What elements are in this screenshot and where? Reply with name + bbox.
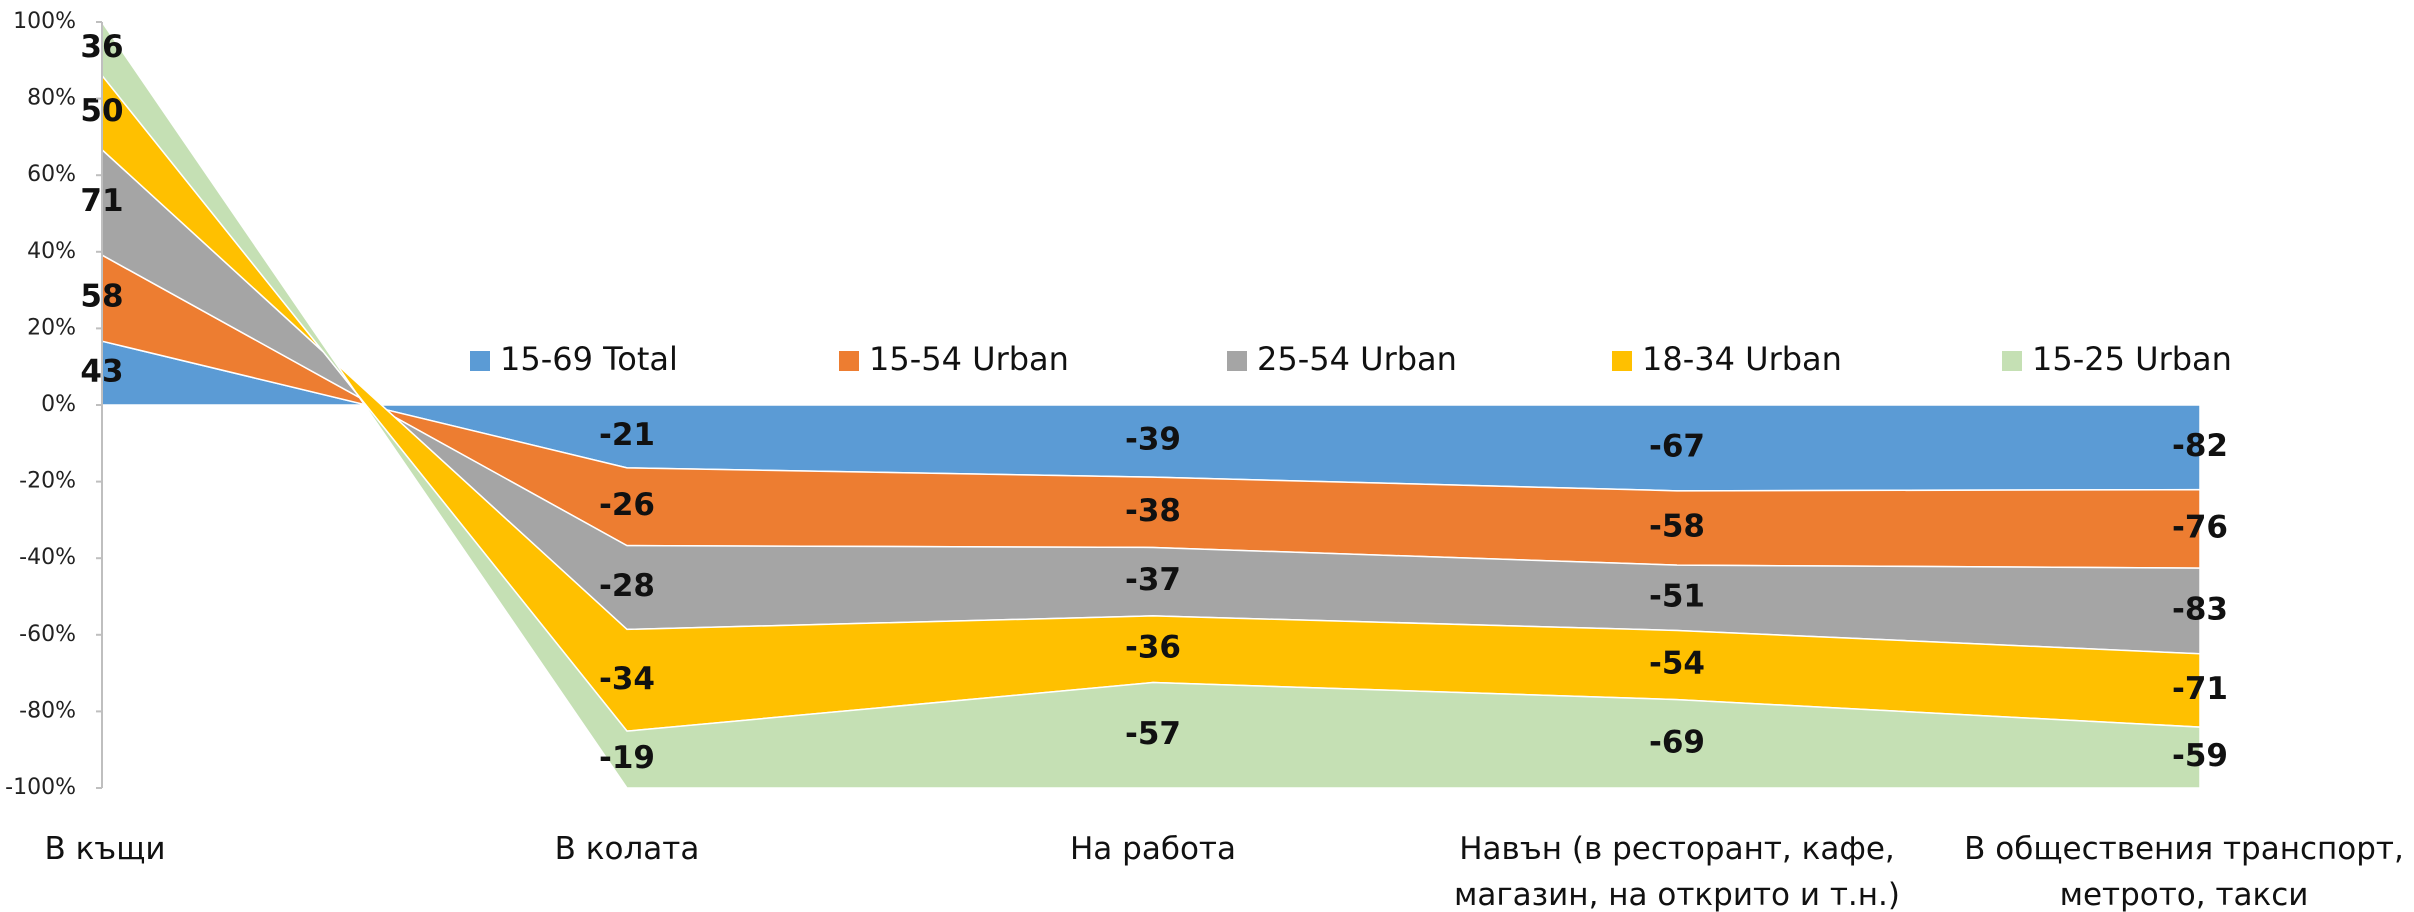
legend-swatch	[2002, 351, 2022, 371]
legend-label: 25-54 Urban	[1257, 340, 1457, 378]
data-label: -71	[2172, 671, 2228, 707]
data-label: -76	[2172, 509, 2228, 545]
data-label: -82	[2172, 428, 2228, 464]
legend-swatch	[470, 351, 490, 371]
data-label: -37	[1125, 562, 1181, 598]
data-label: -54	[1649, 646, 1705, 682]
areas	[102, 22, 2200, 788]
data-label: -34	[599, 661, 655, 697]
y-tick-label: -100%	[5, 775, 76, 800]
data-label: -58	[1649, 508, 1705, 544]
legend-swatch	[1612, 351, 1632, 371]
data-label: -28	[599, 568, 655, 604]
x-tick-label: В обществения транспорт, метрото, такси	[1954, 826, 2414, 912]
y-tick-label: 100%	[13, 9, 76, 34]
y-tick-label: 20%	[27, 315, 76, 340]
x-tick-label: Навън (в ресторант, кафе, магазин, на от…	[1447, 826, 1907, 912]
y-tick-label: 0%	[41, 392, 76, 417]
legend-label: 15-25 Urban	[2032, 340, 2232, 378]
x-tick-label: В колата	[397, 826, 857, 872]
legend-swatch	[839, 351, 859, 371]
y-tick-label: -80%	[19, 698, 76, 723]
data-label: -19	[599, 740, 655, 776]
data-label: -36	[1125, 630, 1181, 666]
data-label: -38	[1125, 493, 1181, 529]
legend-label: 15-69 Total	[500, 340, 678, 378]
y-tick-label: -40%	[19, 545, 76, 570]
y-tick-label: 40%	[27, 239, 76, 264]
data-label: -69	[1649, 724, 1705, 760]
data-label: -67	[1649, 428, 1705, 464]
data-label: -26	[599, 487, 655, 523]
y-tick-label: 80%	[27, 86, 76, 111]
legend-label: 15-54 Urban	[869, 340, 1069, 378]
data-label: -57	[1125, 716, 1181, 752]
data-label: -51	[1649, 578, 1705, 614]
y-tick-label: 60%	[27, 162, 76, 187]
x-tick-label: В къщи	[0, 826, 210, 872]
data-label: -21	[599, 417, 655, 453]
data-label: -59	[2172, 738, 2228, 774]
legend-label: 18-34 Urban	[1642, 340, 1842, 378]
legend-swatch	[1227, 351, 1247, 371]
y-tick-label: -60%	[19, 622, 76, 647]
data-label: -39	[1125, 422, 1181, 458]
chart: 43-21-39-67-8258-26-38-58-7671-28-37-51-…	[0, 0, 2414, 912]
chart-area: 43-21-39-67-8258-26-38-58-7671-28-37-51-…	[0, 0, 2414, 912]
data-label: -83	[2172, 591, 2228, 627]
x-tick-label: На работа	[923, 826, 1383, 872]
y-tick-label: -20%	[19, 469, 76, 494]
